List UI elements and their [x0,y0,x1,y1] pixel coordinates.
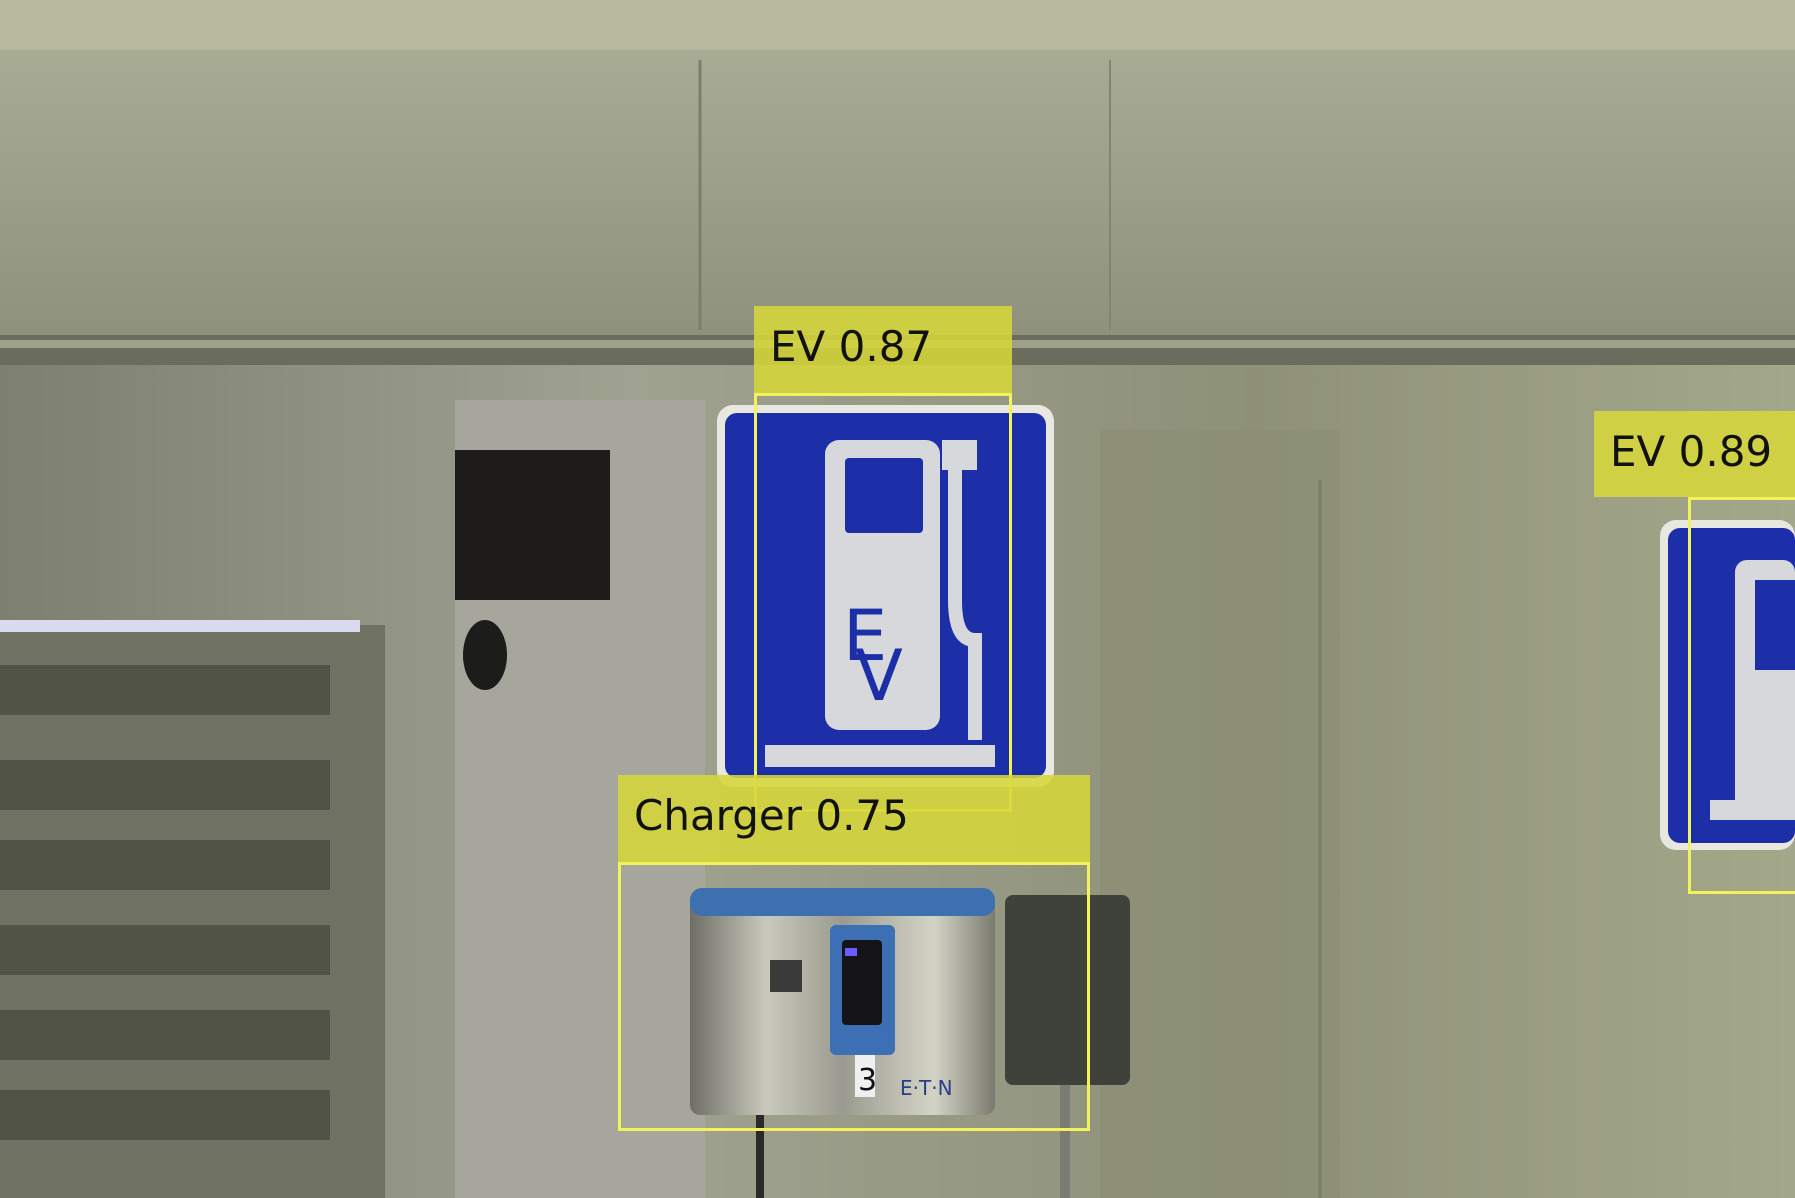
concrete-beam [0,50,1795,340]
detection-class: Charger [634,791,802,840]
wall-mounted-box [455,450,610,600]
detection-label-ev-2: EV 0.89 [1594,411,1795,497]
charger-brand: E·T·N [900,1076,953,1100]
svg-text:V: V [855,635,903,717]
detection-box-ev-2 [1688,497,1795,894]
detection-label-charger: Charger 0.75 [618,775,1090,863]
ev-sign-letters: E [843,595,885,677]
detection-score: 0.89 [1678,427,1773,476]
ev-sign: E V [717,405,1054,787]
detection-class: EV [770,322,826,371]
charger-number: 3 [858,1063,877,1098]
detection-score: 0.87 [838,322,933,371]
hanging-lock [463,620,507,690]
detection-label-ev-1: EV 0.87 [754,306,1012,394]
wall-shadow [1100,430,1340,1198]
detection-box-charger [618,862,1090,1131]
louvre-slats [0,665,330,1140]
disconnect-box [1005,895,1130,1085]
detection-score: 0.75 [815,791,909,840]
ev-sign-partial [1660,520,1795,850]
detection-class: EV [1610,427,1666,476]
detection-box-ev-1 [754,393,1012,812]
